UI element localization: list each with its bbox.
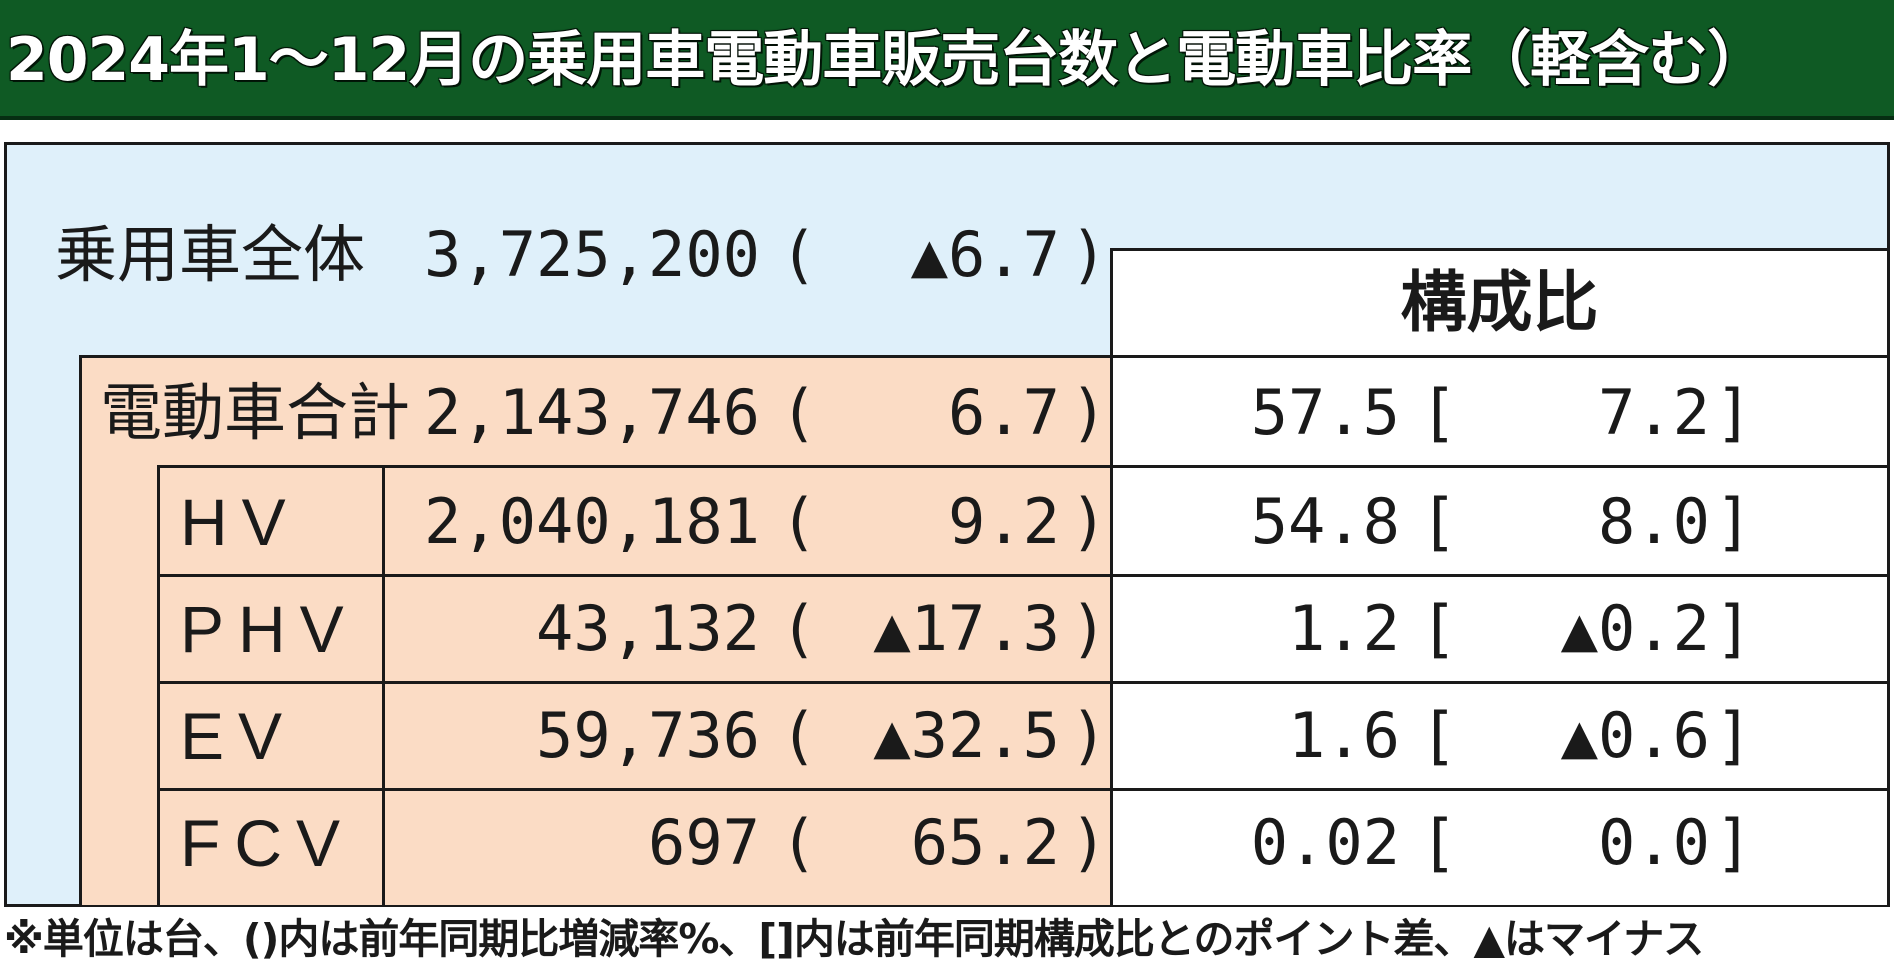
row-share-change: 0.0 — [1598, 806, 1710, 879]
row-units: 697 — [648, 806, 760, 879]
row-share: 1.6 — [1288, 699, 1400, 772]
row-share-change: 7.2 — [1598, 376, 1710, 449]
row-units: 43,132 — [536, 592, 760, 665]
row-label: FCV — [180, 806, 354, 880]
row-open-paren: ( — [780, 806, 818, 879]
row-label: EV — [180, 699, 297, 773]
row-share: 1.2 — [1288, 592, 1400, 665]
subtype-top-line — [157, 465, 1890, 468]
composition-column — [1112, 250, 1887, 905]
row-yoy: 6.7 — [948, 376, 1060, 449]
row-share: 57.5 — [1250, 376, 1400, 449]
row-share-change: 8.0 — [1598, 485, 1710, 558]
row-share: 54.8 — [1250, 485, 1400, 558]
row-close-bracket: ] — [1715, 592, 1753, 665]
row-units: 2,040,181 — [424, 485, 760, 558]
composition-header: 構成比 — [1400, 264, 1599, 341]
ev-block-top-line — [79, 355, 1112, 358]
row-label: PHV — [180, 592, 358, 666]
row-divider-hv — [157, 574, 1890, 577]
row-open-paren: ( — [780, 592, 818, 665]
row-label: 電動車合計 — [100, 376, 411, 449]
composition-left-line — [1110, 248, 1113, 907]
row-yoy: ▲17.3 — [873, 592, 1060, 665]
total-yoy: ▲6.7 — [910, 218, 1060, 291]
row-open-paren: ( — [780, 699, 818, 772]
row-open-bracket: [ — [1420, 699, 1458, 772]
row-yoy: 65.2 — [910, 806, 1060, 879]
row-close-paren: ) — [1070, 699, 1108, 772]
subtype-left-line — [157, 465, 160, 907]
row-label: HV — [180, 485, 300, 559]
row-open-paren: ( — [780, 485, 818, 558]
row-divider-phv — [157, 681, 1890, 684]
title-bar: 2024年1～12月の乗用車電動車販売台数と電動車比率（軽含む） — [0, 0, 1894, 120]
row-close-paren: ) — [1070, 806, 1108, 879]
row-close-paren: ) — [1070, 376, 1108, 449]
row-close-bracket: ] — [1715, 376, 1753, 449]
row-close-bracket: ] — [1715, 806, 1753, 879]
row-divider-ev — [157, 788, 1890, 791]
row-yoy: ▲32.5 — [873, 699, 1060, 772]
total-open-paren: ( — [780, 218, 818, 291]
subtype-label-divider — [382, 465, 385, 907]
composition-header-bottom-line — [1112, 355, 1890, 358]
row-units: 59,736 — [536, 699, 760, 772]
row-close-paren: ) — [1070, 592, 1108, 665]
row-share-change: ▲0.6 — [1560, 699, 1710, 772]
row-close-bracket: ] — [1715, 485, 1753, 558]
row-open-bracket: [ — [1420, 806, 1458, 879]
row-open-bracket: [ — [1420, 376, 1458, 449]
row-open-bracket: [ — [1420, 485, 1458, 558]
total-units: 3,725,200 — [424, 218, 760, 291]
ev-block — [79, 357, 1112, 905]
chart-title: 2024年1～12月の乗用車電動車販売台数と電動車比率（軽含む） — [6, 25, 1767, 95]
row-share-change: ▲0.2 — [1560, 592, 1710, 665]
footnote: ※単位は台、()内は前年同期比増減率%、[]内は前年同期構成比とのポイント差、▲… — [4, 915, 1704, 963]
row-units: 2,143,746 — [424, 376, 760, 449]
total-label: 乗用車全体 — [55, 218, 366, 291]
ev-block-left-line — [79, 355, 82, 907]
row-close-bracket: ] — [1715, 699, 1753, 772]
row-close-paren: ) — [1070, 485, 1108, 558]
row-open-bracket: [ — [1420, 592, 1458, 665]
row-share: 0.02 — [1250, 806, 1400, 879]
row-yoy: 9.2 — [948, 485, 1060, 558]
row-open-paren: ( — [780, 376, 818, 449]
composition-header-top-line — [1112, 248, 1890, 251]
total-close-paren: ) — [1070, 218, 1108, 291]
